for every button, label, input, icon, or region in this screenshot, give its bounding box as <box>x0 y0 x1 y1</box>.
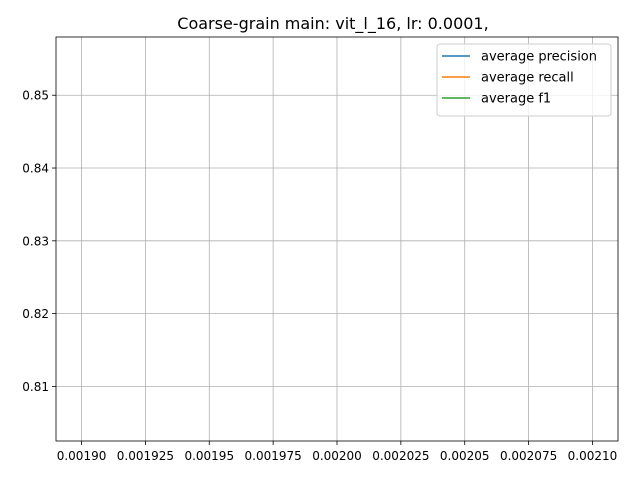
x-tick-label: 0.001975 <box>245 449 302 463</box>
y-tick-label: 0.81 <box>22 380 49 394</box>
legend-box <box>436 43 612 117</box>
x-axis: 0.00190 0.001925 0.00195 0.001975 0.00200 0.0… <box>57 441 618 463</box>
x-tick-label: 0.00205 <box>440 449 490 463</box>
legend-label: average f1 <box>481 92 551 107</box>
x-tick-label: 0.002075 <box>500 449 557 463</box>
legend: average precision average recall average f… <box>436 43 612 117</box>
x-tick-label: 0.00195 <box>184 449 234 463</box>
chart-title: Coarse-grain main: vit_l_16, lr: 0.0001, <box>177 14 488 34</box>
x-tick-label: 0.002025 <box>372 449 429 463</box>
plot-frame <box>55 36 619 442</box>
y-axis: 0.81 0.82 0.83 0.84 0.85 <box>22 89 56 394</box>
y-tick-label: 0.85 <box>22 89 49 103</box>
x-tick-label: 0.00200 <box>312 449 362 463</box>
x-tick-label: 0.00190 <box>57 449 107 463</box>
legend-label: average recall <box>481 71 574 86</box>
y-tick-label: 0.83 <box>22 234 49 248</box>
x-tick-label: 0.001925 <box>117 449 174 463</box>
x-tick-label: 0.00210 <box>568 449 618 463</box>
y-tick-label: 0.82 <box>22 307 49 321</box>
y-tick-label: 0.84 <box>22 162 49 176</box>
legend-label: average precision <box>481 50 597 65</box>
